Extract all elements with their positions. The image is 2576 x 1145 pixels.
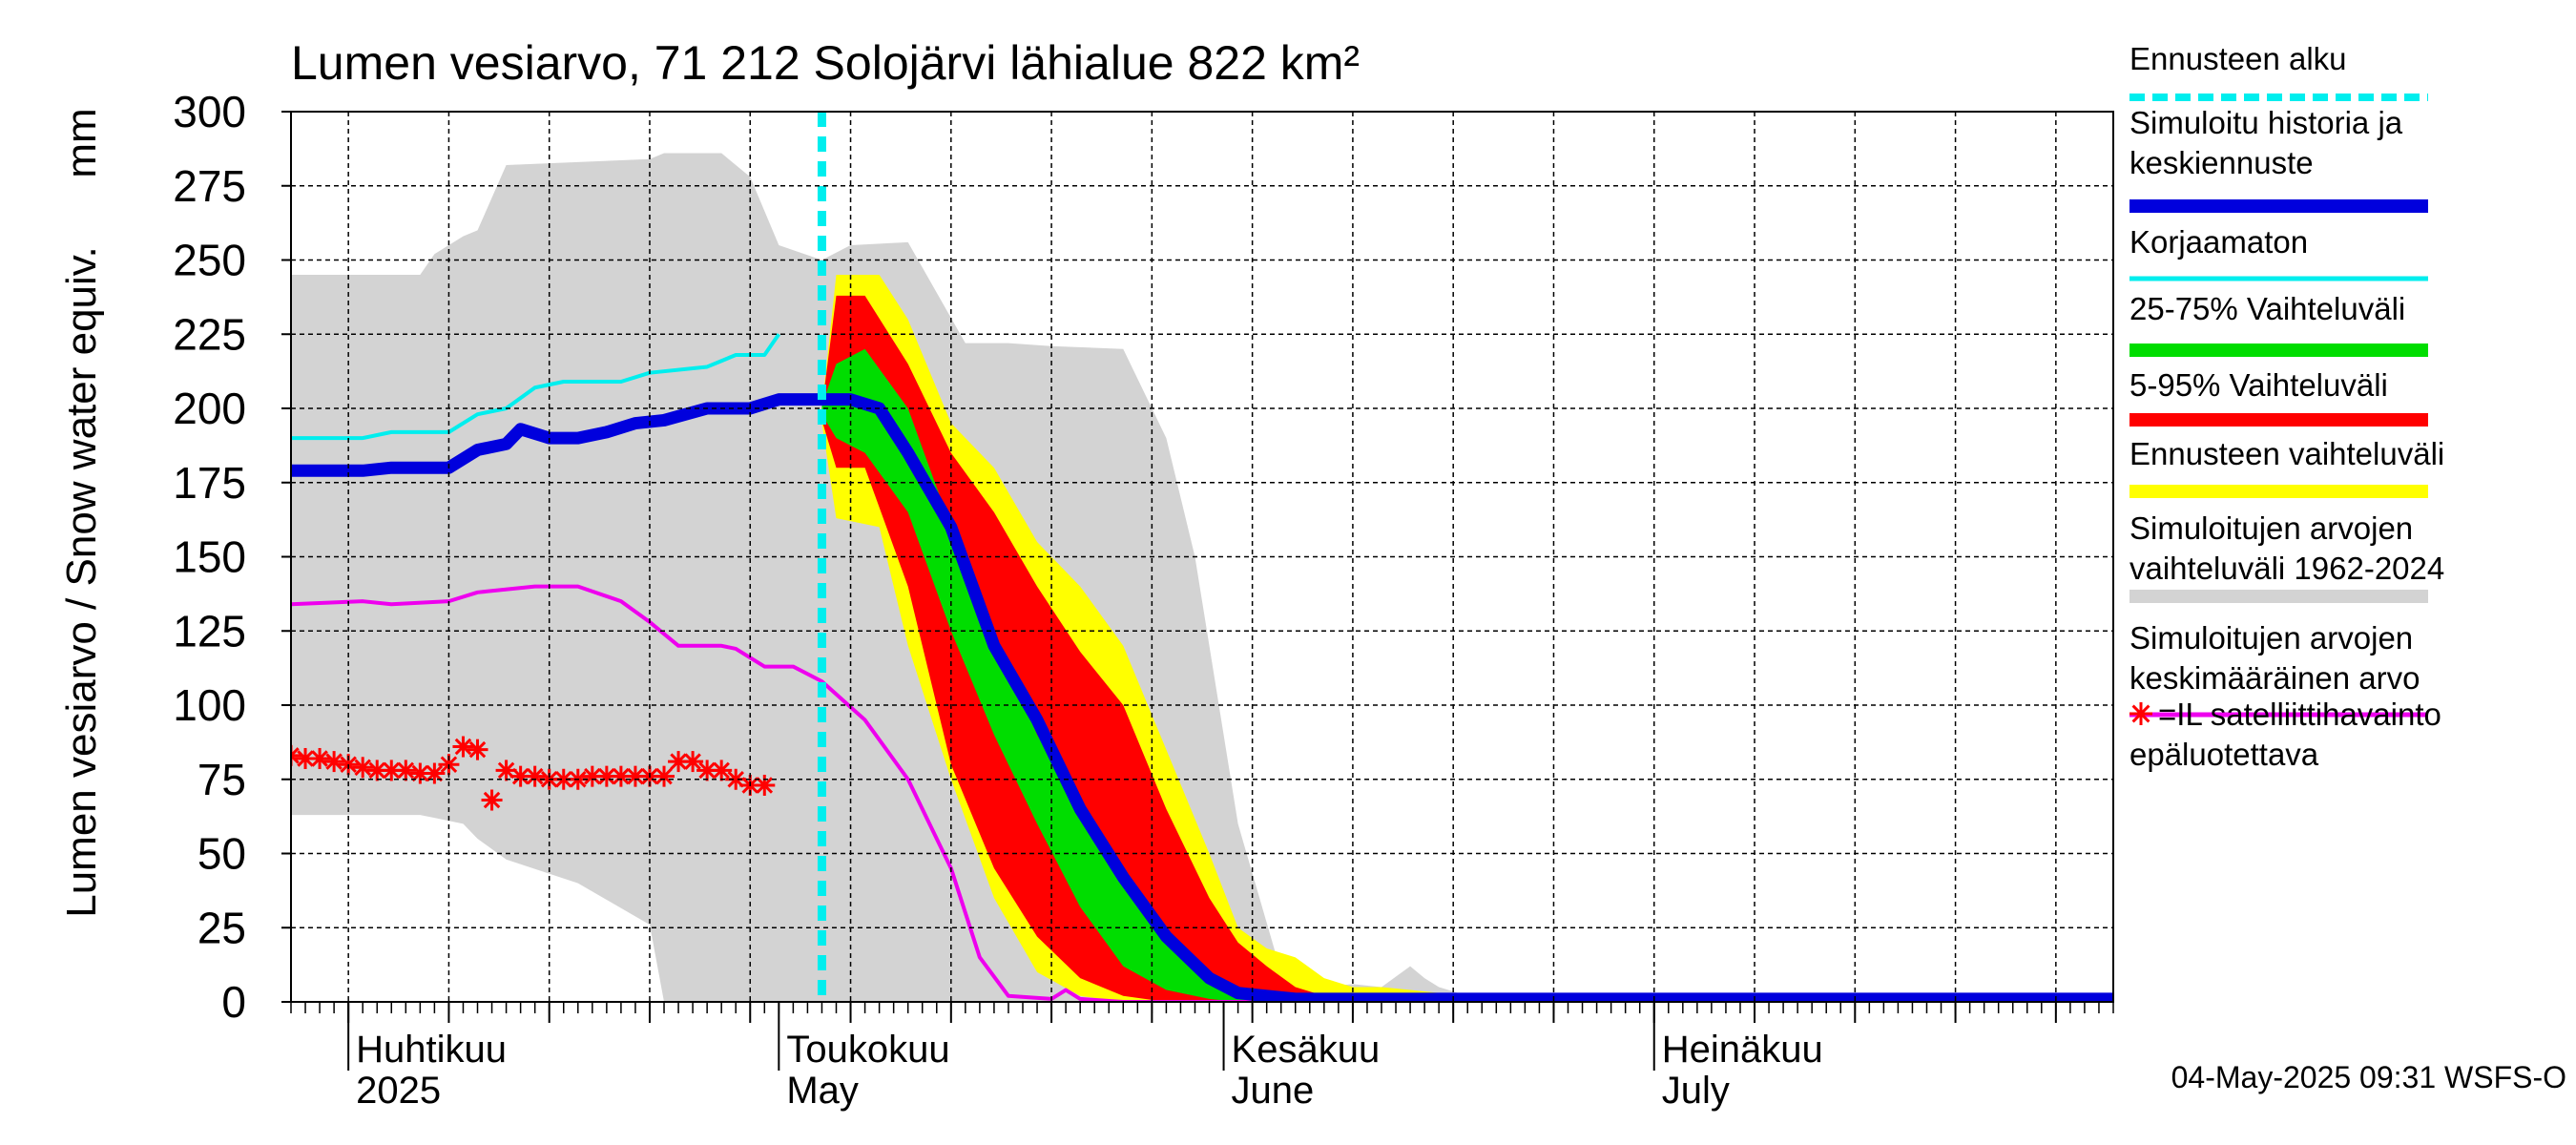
plot-area — [291, 112, 2113, 1002]
x-month-label-en: July — [1662, 1070, 1730, 1112]
scatter-point — [395, 760, 417, 781]
legend-label: =IL satelliittihavainto — [2158, 697, 2441, 732]
legend-item-1: Simuloitu historia ja keskiennuste — [2129, 105, 2428, 213]
x-month-label-fi: Toukokuu — [786, 1029, 949, 1071]
scatter-point — [654, 765, 675, 787]
grid-lines — [291, 112, 2113, 1002]
scatter-point — [424, 762, 446, 784]
scatter-point — [682, 751, 704, 773]
legend-item-0: Ennusteen alku — [2129, 41, 2428, 101]
scatter-point — [711, 760, 733, 781]
y-tick-label: 225 — [173, 309, 246, 359]
legend-label: keskimääräinen arvo — [2129, 660, 2420, 696]
scatter-point — [754, 774, 776, 796]
legend-item-8: =IL satelliittihavainto epäluotettava — [2129, 697, 2441, 772]
scatter-point — [352, 757, 374, 779]
legend-label: Korjaamaton — [2129, 224, 2308, 260]
legend-label: 5-95% Vaihteluväli — [2129, 367, 2388, 403]
x-month-label-fi: Kesäkuu — [1232, 1029, 1381, 1071]
legend-item-4: 5-95% Vaihteluväli — [2129, 367, 2428, 427]
x-ticks — [290, 1002, 2114, 1023]
line-5 — [291, 333, 780, 441]
scatter-point — [452, 736, 474, 758]
legend-label: keskiennuste — [2129, 145, 2314, 180]
x-month-label-en: May — [786, 1070, 859, 1112]
scatter-point — [323, 751, 345, 773]
y-tick-label: 175 — [173, 458, 246, 508]
plot-series — [291, 112, 2113, 1002]
y-tick-label: 200 — [173, 384, 246, 433]
y-tick-label: 275 — [173, 161, 246, 211]
legend-item-2: Korjaamaton — [2129, 224, 2428, 281]
legend-label: vaihteluväli 1962-2024 — [2129, 551, 2444, 586]
axes: 0 25 50 75 100 125 150 175 200 225 250 275 300 Huhtik… — [173, 87, 2114, 1112]
y-tick-label: 50 — [197, 829, 246, 879]
y-tick-label: 25 — [197, 903, 246, 952]
scatter-point — [291, 744, 301, 766]
scatter-point — [481, 789, 503, 811]
chart-title: Lumen vesiarvo, 71 212 Solojärvi lähialu… — [291, 36, 1360, 90]
legend: Ennusteen alku Simuloitu historia ja keski… — [2129, 41, 2444, 772]
scatter-point — [309, 747, 331, 769]
legend-label: epäluotettava — [2129, 737, 2319, 772]
y-tick-label: 250 — [173, 236, 246, 285]
legend-marker — [2129, 702, 2152, 725]
y-tick-label: 300 — [173, 87, 246, 136]
scatter-point — [295, 747, 317, 769]
y-tick-label: 0 — [221, 977, 246, 1027]
legend-item-6: Simuloitujen arvojen vaihteluväli 1962-20… — [2129, 510, 2444, 603]
legend-label: Simuloitujen arvojen — [2129, 510, 2413, 546]
y-tick-label: 100 — [173, 680, 246, 730]
legend-label: Simuloitujen arvojen — [2129, 620, 2413, 656]
legend-label: Ennusteen alku — [2129, 41, 2347, 76]
timestamp-footer: 04-May-2025 09:31 WSFS-O — [2171, 1060, 2566, 1094]
legend-label: Ennusteen vaihteluväli — [2129, 436, 2444, 471]
y-tick-label: 125 — [173, 606, 246, 656]
legend-item-7: Simuloitujen arvojen keskimääräinen arvo — [2129, 620, 2428, 718]
y-tick-label: 75 — [197, 755, 246, 804]
scatter-point — [552, 768, 574, 790]
x-month-label-fi: Heinäkuu — [1662, 1029, 1823, 1071]
legend-item-5: Ennusteen vaihteluväli — [2129, 436, 2444, 498]
legend-label: Simuloitu historia ja — [2129, 105, 2403, 140]
y-tick-label: 150 — [173, 532, 246, 582]
y-axis-label: Lumen vesiarvo / Snow water equiv. — [58, 246, 105, 918]
scatter-point — [467, 739, 488, 760]
scatter-point — [524, 765, 546, 787]
band-2 — [821, 295, 1353, 1002]
line-6 — [291, 393, 2113, 1002]
legend-label: 25-75% Vaihteluväli — [2129, 291, 2405, 326]
x-month-label-en: 2025 — [356, 1070, 441, 1112]
legend-item-3: 25-75% Vaihteluväli — [2129, 291, 2428, 357]
y-axis-unit: mm — [58, 108, 105, 177]
x-month-label-fi: Huhtikuu — [356, 1029, 507, 1071]
x-month-label-en: June — [1232, 1070, 1315, 1112]
